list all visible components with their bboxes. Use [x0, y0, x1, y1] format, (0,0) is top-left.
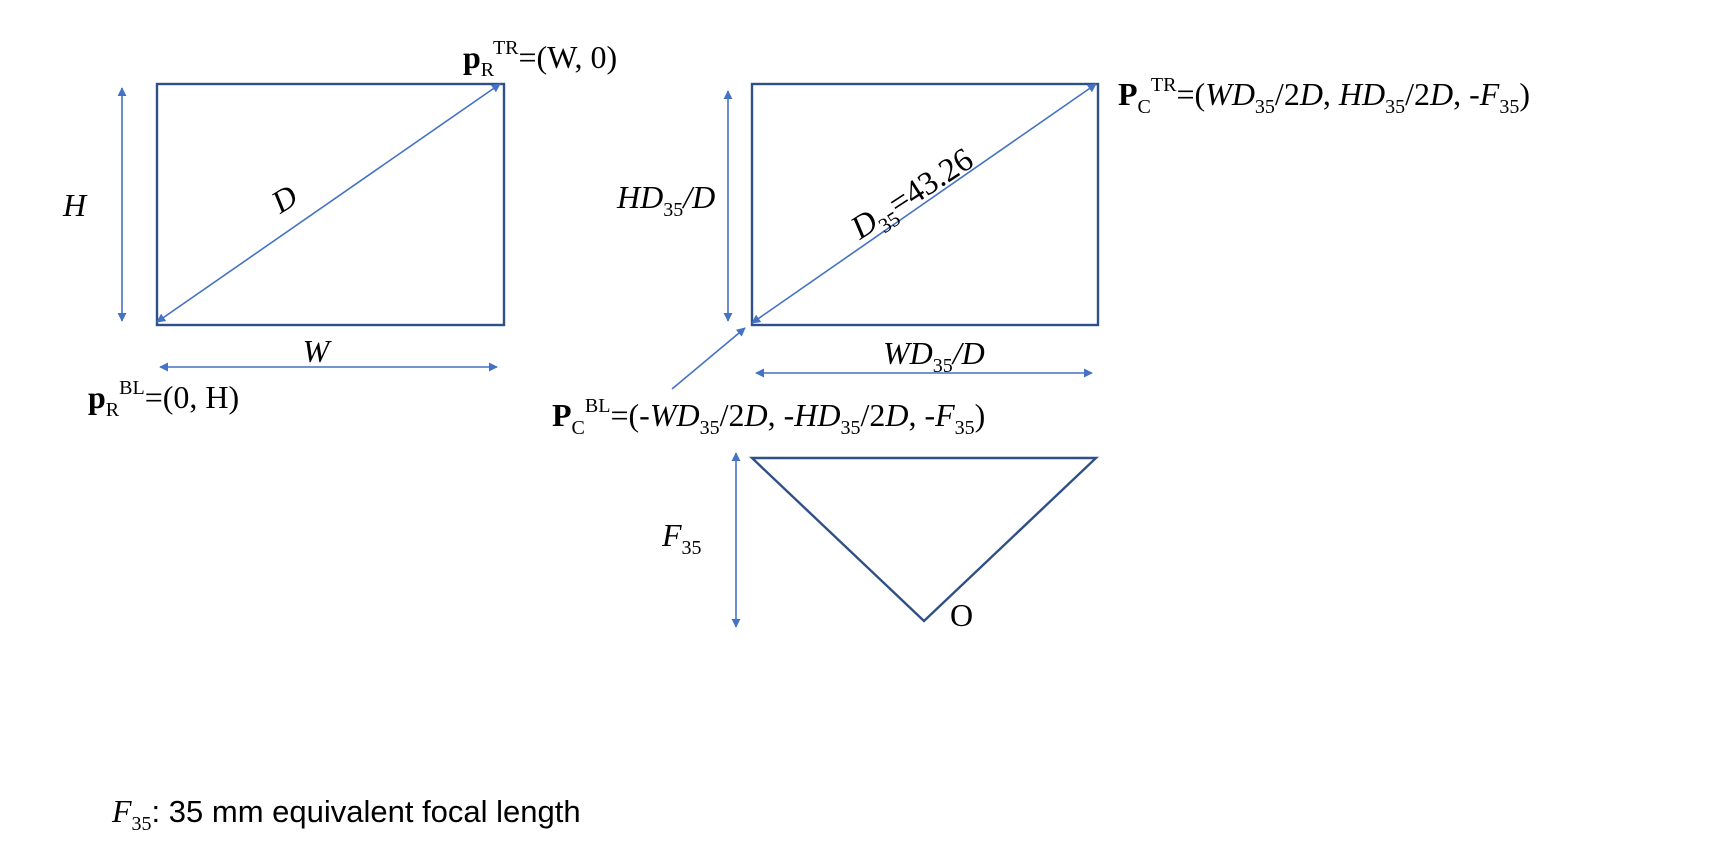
sensor-top-right-label: PCTR=(WD35/2D, HD35/2D, -F35) — [1118, 74, 1530, 118]
raster-diagonal-label: D — [264, 177, 304, 220]
sensor-height-label: HD35/D — [616, 179, 715, 221]
raster-top-right-label: pRTR=(W, 0) — [463, 37, 617, 81]
sensor-bottom-left-pointer — [671, 327, 746, 390]
sensor-diagonal-label: D35=43.26 — [844, 142, 983, 252]
focal-length-label: F35 — [661, 517, 702, 559]
footnote: F35: 35 mm equivalent focal length — [111, 793, 581, 835]
sensor-width-label: WD35/D — [883, 335, 985, 377]
raster-height-label: H — [62, 187, 88, 223]
raster-frame — [155, 82, 506, 327]
raster-diagonal-arrow — [156, 83, 501, 323]
sensor-diagonal-arrow — [751, 83, 1097, 324]
raster-bottom-left-label: pRBL=(0, H) — [88, 377, 239, 421]
raster-width-label: W — [303, 333, 333, 369]
frustum-triangle — [748, 456, 1100, 623]
origin-label: O — [950, 597, 973, 633]
sensor-bottom-left-label: PCBL=(-WD35/2D, -HD35/2D, -F35) — [552, 395, 985, 439]
